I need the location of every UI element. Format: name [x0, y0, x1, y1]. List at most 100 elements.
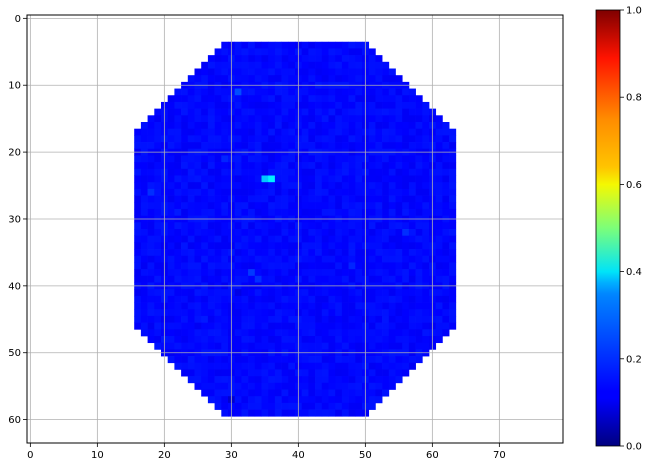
heatmap-cell	[288, 356, 296, 364]
heatmap-cell	[207, 376, 215, 384]
heatmap-cell	[422, 101, 430, 109]
heatmap-cell	[221, 48, 229, 56]
heatmap-cell	[315, 275, 323, 283]
heatmap-cell	[301, 336, 309, 344]
heatmap-cell	[221, 329, 229, 337]
heatmap-cell	[288, 336, 296, 344]
heatmap-cell	[194, 229, 202, 237]
heatmap-cell	[341, 208, 349, 216]
heatmap-cell	[402, 262, 410, 270]
heatmap-cell	[348, 41, 356, 49]
heatmap-cell	[201, 322, 209, 330]
heatmap-cell	[408, 295, 416, 303]
heatmap-cell	[248, 242, 256, 250]
heatmap-cell	[335, 402, 343, 410]
heatmap-cell	[395, 342, 403, 350]
heatmap-cell	[268, 302, 276, 310]
heatmap-cell	[147, 128, 155, 136]
heatmap-cell	[268, 249, 276, 257]
heatmap-cell	[382, 175, 390, 183]
heatmap-cell	[335, 389, 343, 397]
heatmap-cell	[221, 356, 229, 364]
heatmap-cell	[214, 229, 222, 237]
heatmap-cell	[415, 195, 423, 203]
heatmap-cell	[321, 315, 329, 323]
heatmap-cell	[147, 142, 155, 150]
heatmap-cell	[254, 329, 262, 337]
heatmap-cell	[234, 95, 242, 103]
heatmap-cell	[308, 175, 316, 183]
heatmap-cell	[288, 61, 296, 69]
heatmap-cell	[140, 309, 148, 317]
heatmap-cell	[442, 255, 450, 263]
heatmap-cell	[274, 269, 282, 277]
heatmap-cell	[348, 142, 356, 150]
heatmap-cell	[281, 309, 289, 317]
heatmap-cell	[241, 229, 249, 237]
heatmap-cell	[261, 122, 269, 130]
heatmap-cell	[315, 182, 323, 190]
heatmap-cell	[167, 101, 175, 109]
heatmap-cell	[402, 315, 410, 323]
heatmap-cell	[261, 108, 269, 116]
heatmap-cell	[315, 55, 323, 63]
heatmap-cell	[194, 195, 202, 203]
heatmap-cell	[234, 376, 242, 384]
heatmap-cell	[248, 376, 256, 384]
heatmap-cell	[248, 295, 256, 303]
heatmap-cell	[308, 342, 316, 350]
heatmap-cell	[315, 188, 323, 196]
heatmap-cell	[234, 249, 242, 257]
heatmap-cell	[301, 68, 309, 76]
heatmap-cell	[435, 255, 443, 263]
heatmap-cell	[288, 269, 296, 277]
heatmap-cell	[321, 202, 329, 210]
heatmap-cell	[355, 155, 363, 163]
heatmap-cell	[248, 289, 256, 297]
heatmap-cell	[355, 362, 363, 370]
heatmap-cell	[368, 262, 376, 270]
heatmap-cell	[274, 255, 282, 263]
heatmap-cell	[328, 182, 336, 190]
heatmap-cell	[221, 175, 229, 183]
heatmap-cell	[348, 95, 356, 103]
heatmap-cell	[335, 48, 343, 56]
heatmap-cell	[355, 128, 363, 136]
heatmap-cell	[221, 255, 229, 263]
heatmap-cell	[335, 262, 343, 270]
heatmap-cell	[241, 376, 249, 384]
heatmap-cell	[221, 322, 229, 330]
heatmap-cell	[281, 262, 289, 270]
heatmap-cell	[449, 208, 457, 216]
heatmap-cell	[382, 382, 390, 390]
heatmap-cell	[388, 128, 396, 136]
heatmap-cell	[234, 289, 242, 297]
heatmap-cell	[415, 329, 423, 337]
heatmap-cell	[254, 182, 262, 190]
heatmap-cell	[274, 242, 282, 250]
heatmap-cell	[194, 376, 202, 384]
heatmap-cell	[167, 242, 175, 250]
heatmap-cell	[288, 75, 296, 83]
heatmap-cell	[375, 108, 383, 116]
heatmap-cell	[315, 235, 323, 243]
heatmap-cell	[181, 128, 189, 136]
heatmap-cell	[321, 48, 329, 56]
heatmap-cell	[435, 229, 443, 237]
heatmap-cell	[147, 322, 155, 330]
heatmap-cell	[402, 208, 410, 216]
heatmap-cell	[254, 155, 262, 163]
heatmap-cell	[321, 155, 329, 163]
heatmap-cell	[368, 289, 376, 297]
heatmap-cell	[395, 101, 403, 109]
heatmap-cell	[321, 369, 329, 377]
heatmap-cell	[174, 115, 182, 123]
heatmap-cell	[442, 128, 450, 136]
heatmap-cell	[449, 175, 457, 183]
heatmap-cell	[254, 195, 262, 203]
heatmap-cell	[388, 95, 396, 103]
heatmap-cell	[341, 175, 349, 183]
heatmap-cell	[221, 336, 229, 344]
heatmap-cell	[335, 309, 343, 317]
heatmap-cell	[207, 309, 215, 317]
